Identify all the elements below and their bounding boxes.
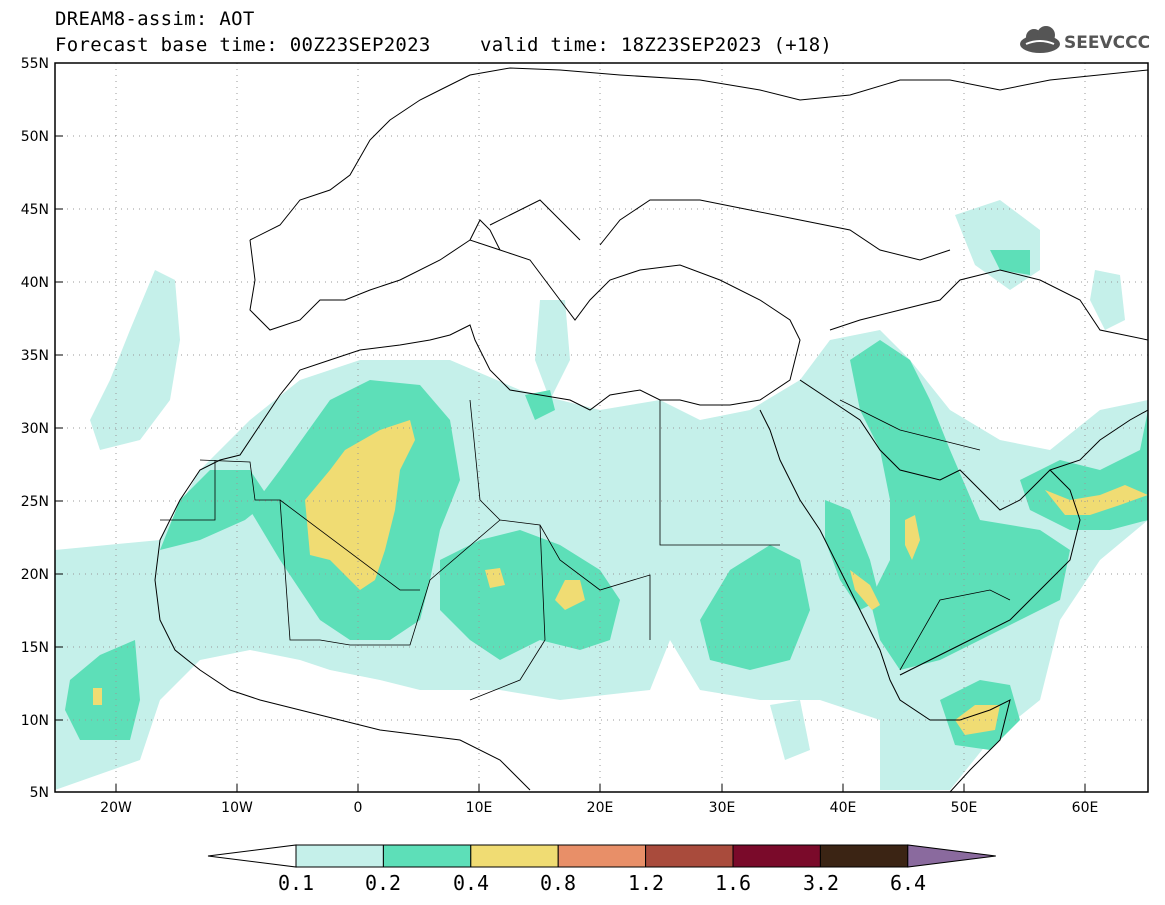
lat-label: 5N xyxy=(30,785,49,801)
lat-label: 20N xyxy=(21,567,49,583)
lon-label: 0 xyxy=(354,800,363,816)
logo-text: SEEVCCC xyxy=(1064,33,1150,53)
lon-label: 50E xyxy=(951,800,978,816)
lat-label: 40N xyxy=(21,275,49,291)
lat-label: 55N xyxy=(21,56,49,72)
map-title: DREAM8-assim: AOT xyxy=(55,8,255,30)
seevccc-logo: SEEVCCC xyxy=(1020,26,1150,53)
lat-label: 10N xyxy=(21,713,49,729)
coastlines xyxy=(154,67,1148,792)
longitude-labels: 20W 10W 0 10E 20E 30E 40E 50E 60E xyxy=(100,800,1098,816)
lat-label: 50N xyxy=(21,129,49,145)
cloud-icon xyxy=(1020,26,1060,53)
borders xyxy=(160,399,1011,701)
lat-label: 45N xyxy=(21,202,49,218)
latitude-labels: 55N 50N 45N 40N 35N 30N 25N 20N 15N 10N … xyxy=(21,56,49,801)
lat-label: 35N xyxy=(21,348,49,364)
valid-time: valid time: 18Z23SEP2023 (+18) xyxy=(480,34,833,56)
lat-label: 25N xyxy=(21,494,49,510)
lat-label: 30N xyxy=(21,421,49,437)
lon-label: 20W xyxy=(100,800,132,816)
aot-level-0-4 xyxy=(93,420,1148,735)
axis-ticks xyxy=(55,62,1086,792)
lon-label: 10E xyxy=(466,800,493,816)
graticule xyxy=(55,63,1148,792)
lon-label: 30E xyxy=(709,800,736,816)
forecast-base-time: Forecast base time: 00Z23SEP2023 xyxy=(55,34,431,56)
lon-label: 60E xyxy=(1072,800,1099,816)
lon-label: 10W xyxy=(221,800,253,816)
aot-level-0-2 xyxy=(65,250,1148,750)
aot-field xyxy=(55,200,1148,790)
lat-label: 15N xyxy=(21,640,49,656)
lon-label: 40E xyxy=(830,800,857,816)
lon-label: 20E xyxy=(587,800,614,816)
